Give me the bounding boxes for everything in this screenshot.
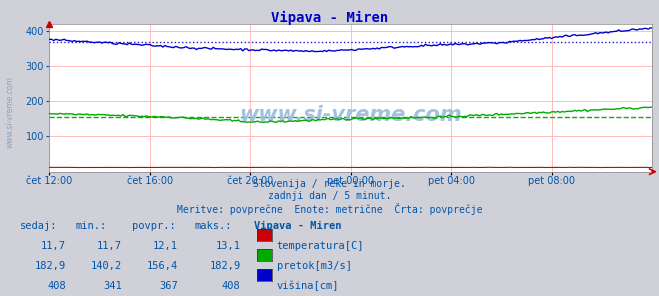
Text: 12,1: 12,1 <box>153 241 178 251</box>
Text: 341: 341 <box>103 281 122 291</box>
Text: pretok[m3/s]: pretok[m3/s] <box>277 261 352 271</box>
Text: maks.:: maks.: <box>194 221 232 231</box>
Text: 408: 408 <box>47 281 66 291</box>
Text: Vipava - Miren: Vipava - Miren <box>254 221 341 231</box>
Text: zadnji dan / 5 minut.: zadnji dan / 5 minut. <box>268 191 391 201</box>
Text: www.si-vreme.com: www.si-vreme.com <box>240 105 462 126</box>
Text: 11,7: 11,7 <box>97 241 122 251</box>
Text: sedaj:: sedaj: <box>20 221 57 231</box>
Text: višina[cm]: višina[cm] <box>277 281 339 291</box>
Text: 140,2: 140,2 <box>91 261 122 271</box>
Text: www.si-vreme.com: www.si-vreme.com <box>5 77 14 148</box>
Text: 156,4: 156,4 <box>147 261 178 271</box>
Text: Slovenija / reke in morje.: Slovenija / reke in morje. <box>253 179 406 189</box>
Text: min.:: min.: <box>76 221 107 231</box>
Text: temperatura[C]: temperatura[C] <box>277 241 364 251</box>
Text: povpr.:: povpr.: <box>132 221 175 231</box>
Text: 408: 408 <box>222 281 241 291</box>
Text: 182,9: 182,9 <box>35 261 66 271</box>
Text: 11,7: 11,7 <box>41 241 66 251</box>
Text: Meritve: povprečne  Enote: metrične  Črta: povprečje: Meritve: povprečne Enote: metrične Črta:… <box>177 203 482 215</box>
Text: 367: 367 <box>159 281 178 291</box>
Text: 182,9: 182,9 <box>210 261 241 271</box>
Text: Vipava - Miren: Vipava - Miren <box>271 10 388 25</box>
Text: 13,1: 13,1 <box>215 241 241 251</box>
